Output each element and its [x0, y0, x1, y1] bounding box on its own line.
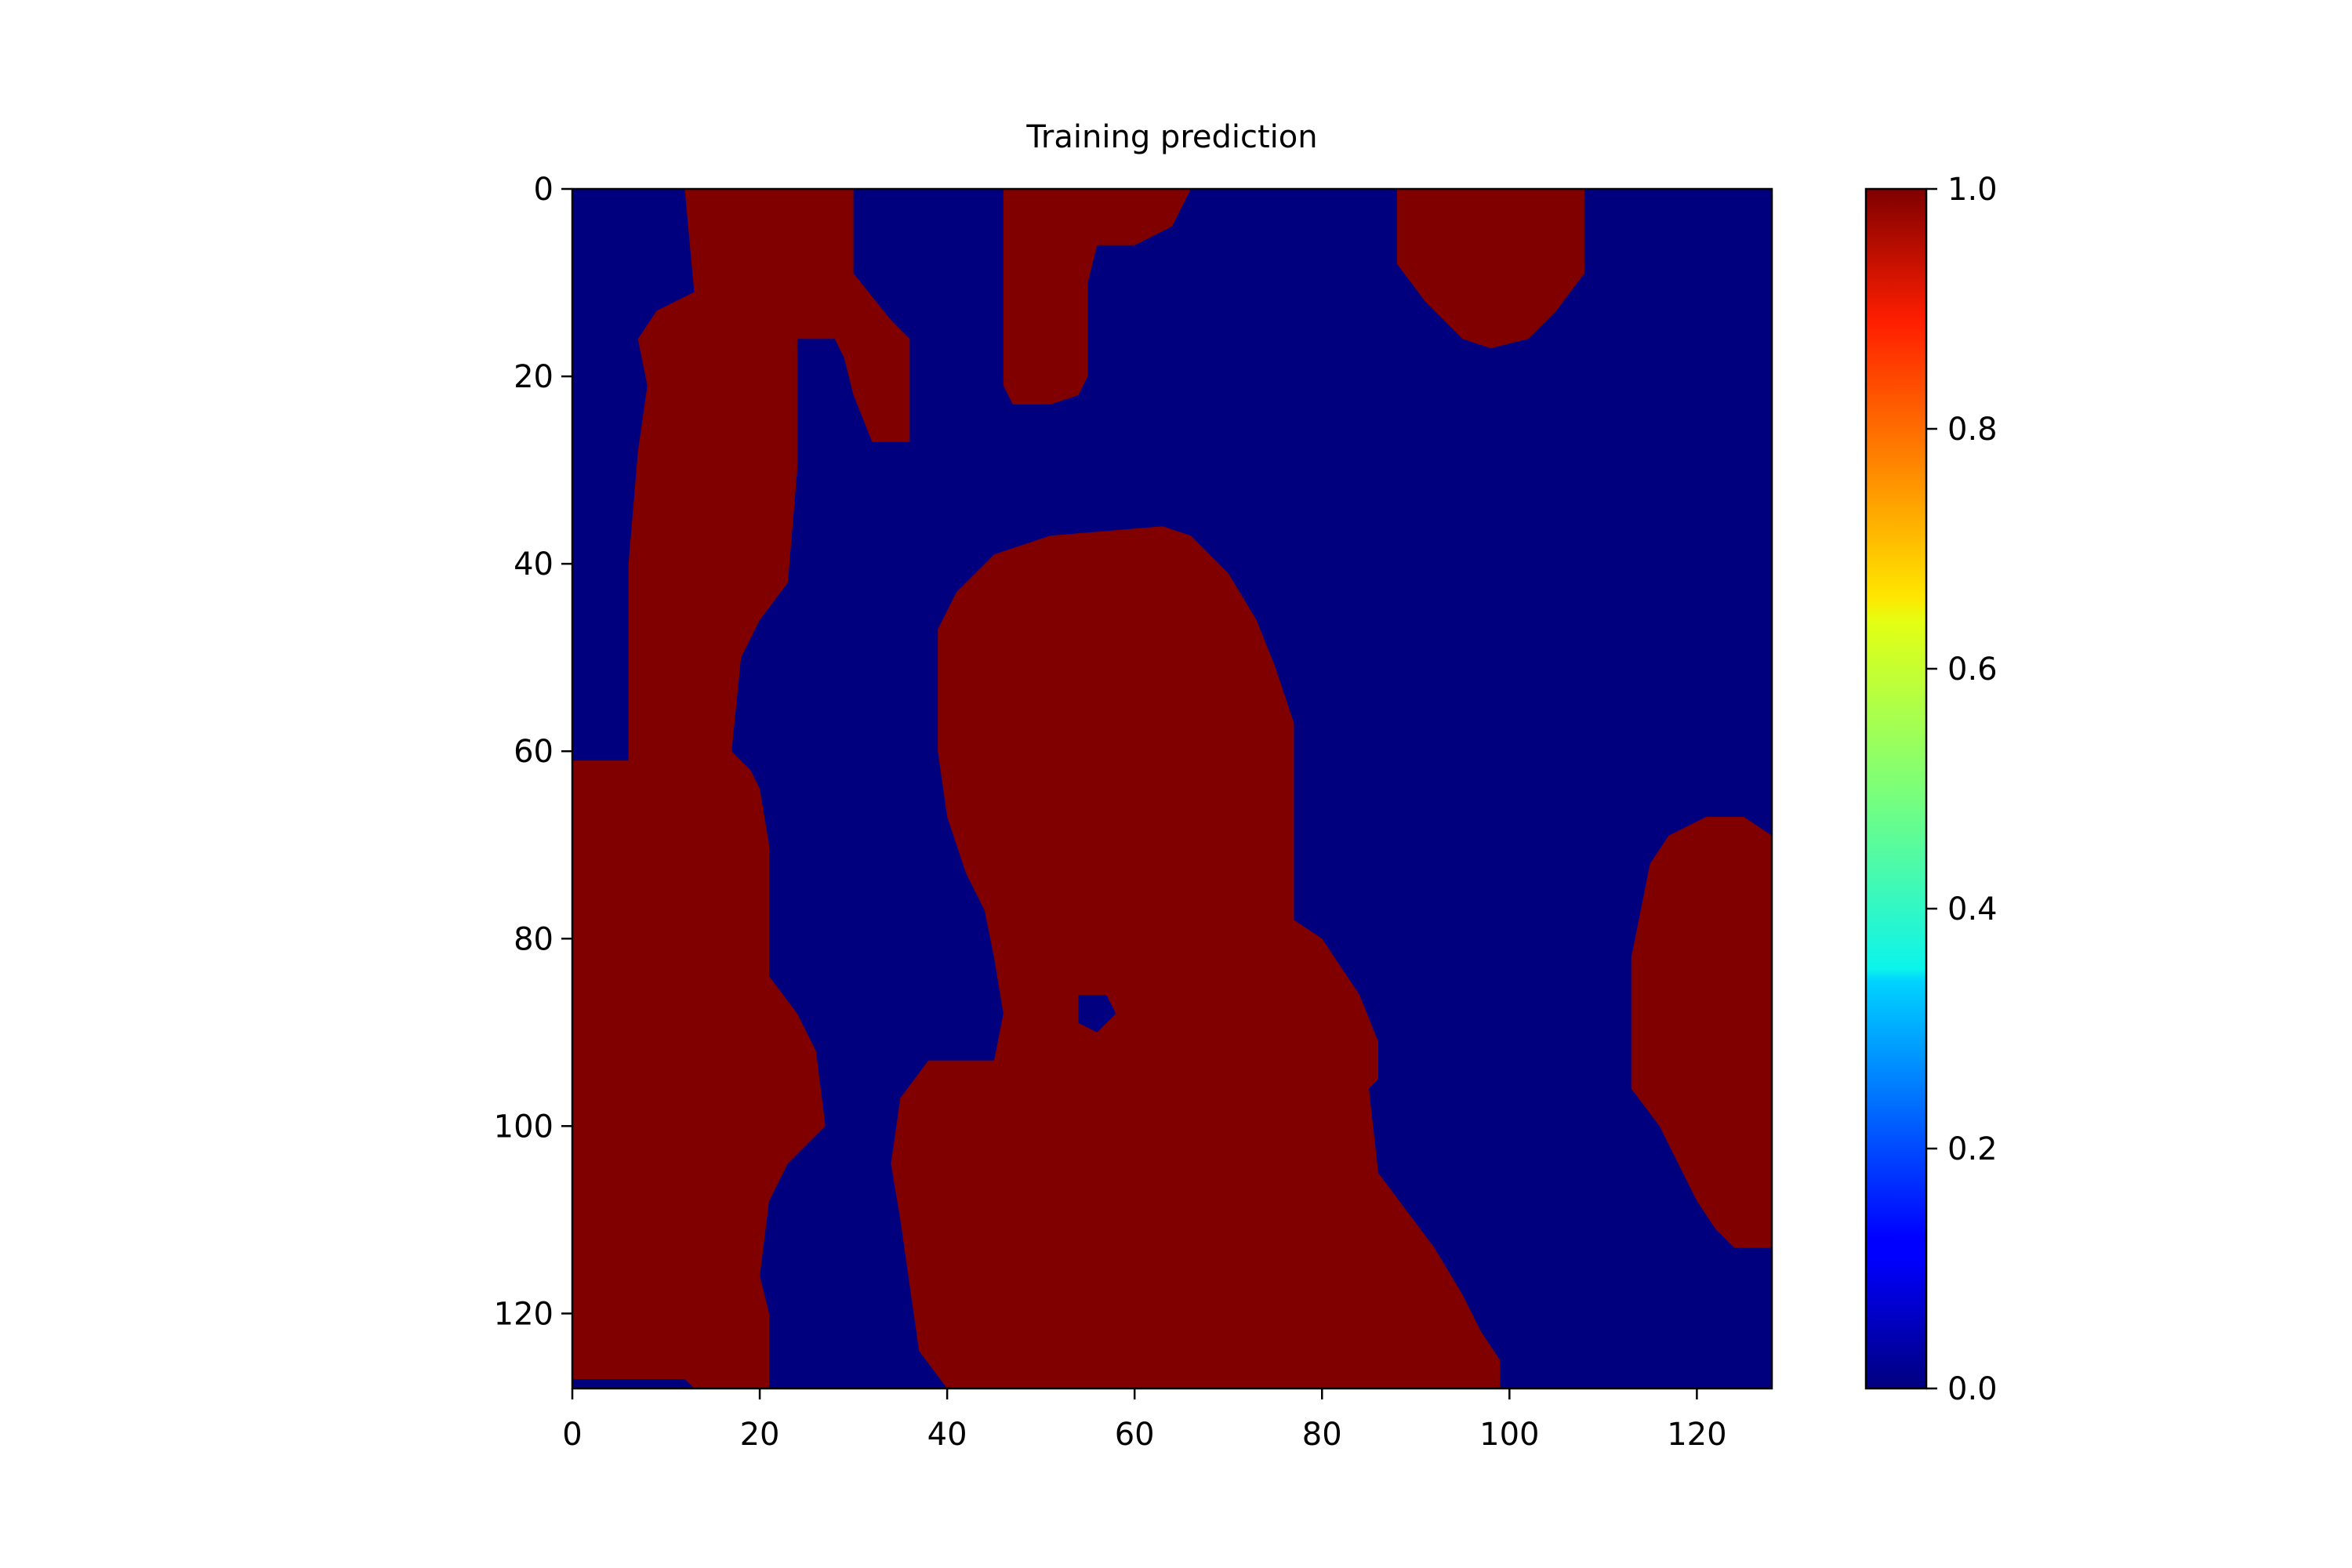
x-tick-label: 0 — [562, 1417, 582, 1453]
heatmap-region-top-center-region — [1003, 189, 1191, 405]
heatmap-region-small-hole — [1078, 995, 1116, 1033]
heatmap-region-right-edge-region — [1631, 816, 1772, 1248]
colorbar-tick-label: 0.8 — [1947, 412, 1998, 448]
heatmap-region-left-column-region — [572, 189, 910, 1388]
y-tick-label: 40 — [514, 546, 554, 583]
heatmap-region-top-right-region — [1396, 189, 1584, 349]
x-tick-label: 120 — [1667, 1417, 1726, 1453]
colorbar-tick-label: 1.0 — [1947, 172, 1998, 208]
y-axis: 0 20 40 60 80 100 120 — [494, 172, 572, 1332]
chart-title: Training prediction — [1025, 119, 1317, 155]
x-tick-label: 40 — [927, 1417, 967, 1453]
heatmap-region-center-region — [891, 526, 1501, 1388]
colorbar-gradient — [1864, 187, 1928, 1390]
colorbar-tick-label: 0.6 — [1947, 652, 1998, 688]
y-tick-label: 80 — [514, 921, 554, 957]
colorbar: 0.0 0.2 0.4 0.6 0.8 1.0 — [1864, 172, 1998, 1407]
y-tick-label: 60 — [514, 734, 554, 770]
x-tick-label: 100 — [1479, 1417, 1539, 1453]
x-tick-label: 60 — [1115, 1417, 1155, 1453]
y-tick-label: 0 — [534, 172, 554, 208]
colorbar-tick-label: 0.4 — [1947, 891, 1998, 927]
y-tick-label: 120 — [494, 1296, 554, 1332]
x-axis: 0 20 40 60 80 100 120 — [562, 1388, 1727, 1453]
colorbar-tick-label: 0.0 — [1947, 1371, 1998, 1407]
colorbar-tick-label: 0.2 — [1947, 1131, 1998, 1167]
x-tick-label: 20 — [740, 1417, 780, 1453]
heatmap-plot-area — [571, 187, 1773, 1390]
plot-frame — [571, 187, 1773, 1390]
y-tick-label: 100 — [494, 1109, 554, 1145]
y-tick-label: 20 — [514, 359, 554, 395]
x-tick-label: 80 — [1302, 1417, 1342, 1453]
